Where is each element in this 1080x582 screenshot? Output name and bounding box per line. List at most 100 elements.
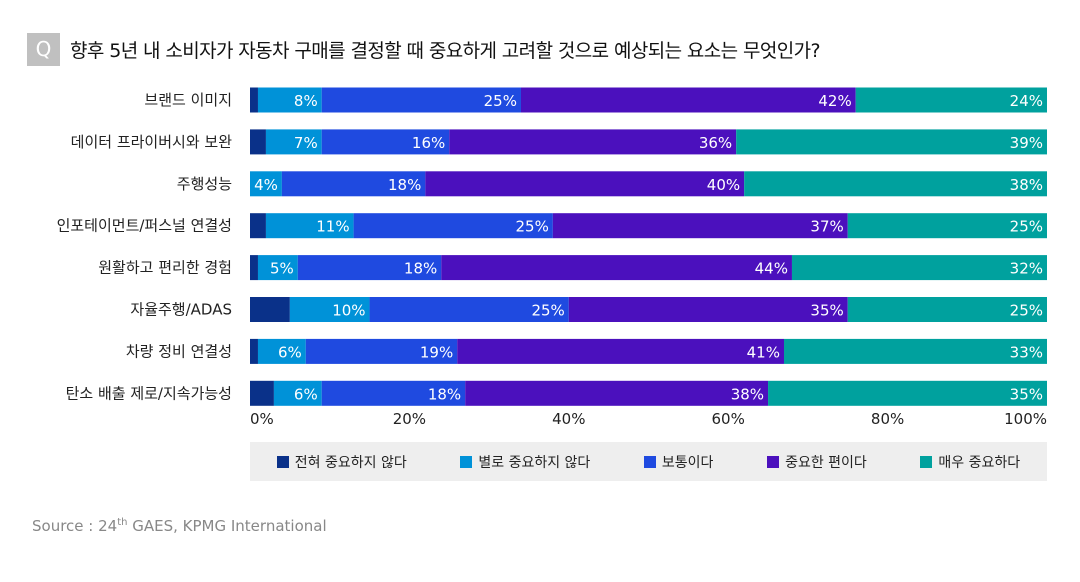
data-label: 44%	[755, 260, 788, 278]
bar-segment	[520, 87, 856, 113]
bar-segment	[257, 255, 298, 281]
bar-segment	[273, 380, 322, 406]
bar-segment	[353, 213, 553, 239]
legend-label: 매우 중요하다	[938, 454, 1021, 471]
category-label: 브랜드 이미지	[144, 91, 232, 109]
data-label: 42%	[818, 92, 851, 110]
legend-item: 중요한 편이다	[767, 452, 867, 472]
data-label: 25%	[484, 92, 517, 110]
bar-segment	[791, 255, 1047, 281]
bar-segment	[250, 213, 266, 239]
bar-segment	[250, 338, 258, 364]
bar-segment	[847, 297, 1047, 322]
bar-segment	[250, 129, 266, 155]
bar-segment	[281, 171, 426, 197]
bar-segment	[568, 297, 848, 322]
data-label: 24%	[1010, 92, 1043, 110]
legend-swatch	[643, 455, 656, 468]
data-label: 19%	[420, 343, 453, 361]
legend-item: 전혀 중요하지 않다	[276, 452, 407, 472]
bar-segment	[847, 213, 1047, 239]
legend-item: 별로 중요하지 않다	[460, 452, 590, 472]
bar-segment	[425, 171, 745, 197]
data-label: 5%	[270, 260, 294, 278]
bar-segment	[369, 297, 569, 322]
bar-segment	[297, 255, 442, 281]
x-tick-label: 0%	[250, 410, 274, 428]
data-label: 11%	[316, 218, 349, 236]
data-label: 38%	[731, 385, 764, 403]
bar-segment	[289, 297, 370, 322]
data-label: 38%	[1010, 176, 1043, 194]
legend-item: 매우 중요하다	[920, 452, 1020, 472]
data-label: 10%	[332, 302, 365, 320]
question-badge: Q	[27, 33, 60, 66]
legend-item: 보통이다	[643, 452, 714, 472]
data-label: 18%	[388, 176, 421, 194]
data-label: 7%	[294, 134, 318, 152]
data-label: 35%	[1010, 385, 1043, 403]
data-label: 35%	[810, 302, 843, 320]
bar-segment	[257, 87, 322, 113]
legend-label: 중요한 편이다	[785, 454, 867, 471]
bar-segment	[321, 380, 466, 406]
bar-segment	[265, 129, 322, 155]
source-prefix: Source : 24	[32, 517, 118, 535]
x-tick-label: 20%	[393, 410, 426, 428]
chart-title: 향후 5년 내 소비자가 자동차 구매를 결정할 때 중요하게 고려할 것으로 …	[70, 40, 821, 62]
legend-label: 보통이다	[661, 454, 714, 471]
category-label: 데이터 프라이버시와 보완	[71, 133, 233, 151]
category-label: 탄소 배출 제로/지속가능성	[66, 384, 232, 402]
source-suffix: GAES, KPMG International	[127, 517, 327, 535]
data-label: 6%	[278, 343, 302, 361]
bar-segment	[449, 129, 737, 155]
bar-segment	[250, 87, 258, 113]
data-label: 25%	[1010, 218, 1043, 236]
x-tick-label: 60%	[712, 410, 745, 428]
category-label: 차량 정비 연결성	[126, 342, 232, 360]
legend-swatch	[920, 455, 933, 468]
bar-chart: 브랜드 이미지 8% 25% 42% 24% 데이터 프라이버시와 보완 7% 16% 36% 3…	[57, 87, 1047, 428]
bar-segment	[441, 255, 792, 281]
bar-segment	[305, 338, 458, 364]
bar-segment	[768, 380, 1047, 406]
bar-segment	[250, 171, 282, 197]
bar-segment	[783, 338, 1047, 364]
data-label: 39%	[1010, 134, 1043, 152]
bar-segment	[250, 255, 258, 281]
bar-segment	[465, 380, 769, 406]
legend-swatch	[767, 455, 780, 468]
data-label: 25%	[531, 302, 564, 320]
category-label: 인포테이먼트/퍼스널 연결성	[57, 217, 232, 235]
x-tick-label: 80%	[871, 410, 904, 428]
bar-segment	[736, 129, 1047, 155]
data-label: 8%	[294, 92, 318, 110]
data-label: 36%	[699, 134, 732, 152]
bar-segment	[257, 338, 306, 364]
x-tick-label: 40%	[552, 410, 585, 428]
bar-segment	[250, 380, 274, 406]
data-label: 18%	[428, 385, 461, 403]
data-label: 6%	[294, 385, 318, 403]
source-note: Source : 24th GAES, KPMG International	[32, 517, 327, 535]
legend-swatch	[460, 455, 473, 468]
data-label: 33%	[1010, 343, 1043, 361]
data-label: 18%	[404, 260, 437, 278]
data-label: 4%	[254, 176, 278, 194]
bar-segment	[457, 338, 784, 364]
bar-segment	[321, 129, 450, 155]
legend-label: 별로 중요하지 않다	[478, 454, 591, 471]
legend-label: 전혀 중요하지 않다	[294, 454, 407, 471]
bar-segment	[744, 171, 1047, 197]
legend-swatch	[276, 455, 289, 468]
x-tick-label: 100%	[1004, 410, 1047, 428]
data-label: 16%	[412, 134, 445, 152]
data-label: 41%	[747, 343, 780, 361]
data-label: 25%	[516, 218, 549, 236]
source-sup: th	[117, 517, 128, 528]
category-label: 주행성능	[177, 175, 232, 193]
bar-segment	[855, 87, 1047, 113]
legend: 전혀 중요하지 않다 별로 중요하지 않다 보통이다 중요한 편이다 매우 중요하다	[250, 442, 1047, 481]
bar-segment	[321, 87, 521, 113]
